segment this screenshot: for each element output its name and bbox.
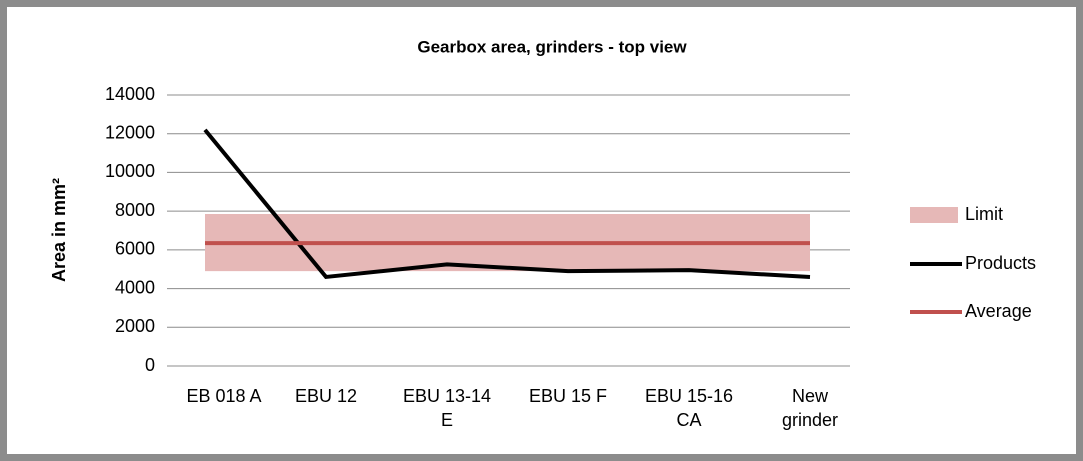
- y-tick-label: 2000: [115, 316, 155, 336]
- chart-title: Gearbox area, grinders - top view: [417, 37, 687, 56]
- x-tick-label: EBU 12: [294, 386, 358, 406]
- legend-label: Average: [965, 301, 1032, 321]
- y-tick-label: 8000: [115, 200, 155, 220]
- x-tick-label: EBU 13-14 E: [402, 386, 492, 430]
- y-tick-label: 12000: [105, 122, 155, 142]
- y-tick-label: 10000: [105, 161, 155, 181]
- y-axis-label: Area in mm²: [49, 178, 69, 282]
- line-series: [203, 128, 811, 280]
- x-tick-label: EBU 15 F: [528, 386, 608, 406]
- y-tick-label: 4000: [115, 277, 155, 297]
- y-tick-label: 6000: [115, 239, 155, 259]
- legend-label: Limit: [965, 204, 1003, 224]
- y-tick-label: 14000: [105, 84, 155, 104]
- legend-label: Products: [965, 253, 1036, 273]
- y-tick-label: 0: [145, 355, 155, 375]
- legend-swatch: [910, 207, 958, 223]
- x-tick-label: EB 018 A: [186, 386, 262, 406]
- x-tick-label: New grinder: [781, 386, 839, 430]
- x-tick-label: EBU 15-16 CA: [644, 386, 734, 430]
